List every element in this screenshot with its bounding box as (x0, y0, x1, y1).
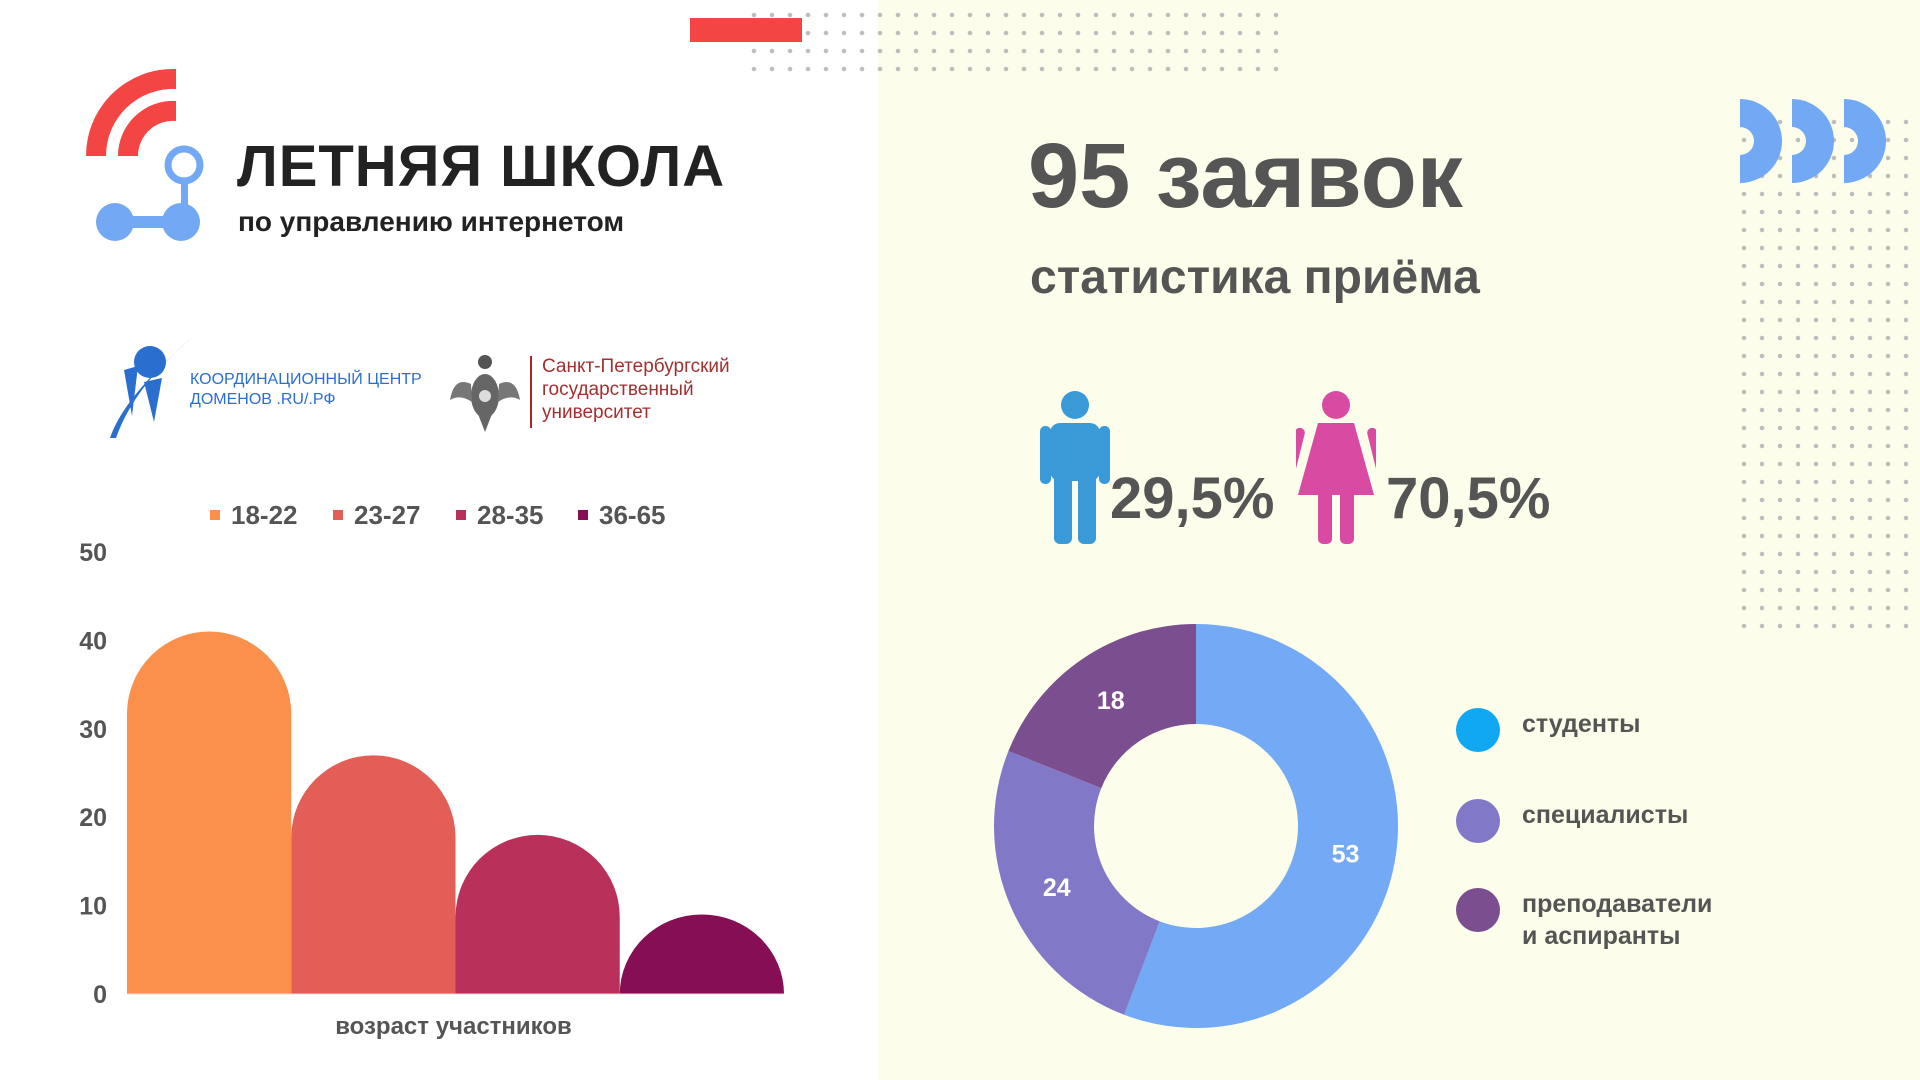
male-person-icon (1040, 391, 1110, 544)
legend-dot-teachers (1456, 888, 1500, 932)
female-person-icon (1296, 391, 1376, 544)
donut-slice-1 (993, 751, 1160, 1015)
donut-slice-2 (1008, 624, 1196, 789)
admission-stats-subtitle: статистика приёма (1030, 251, 1480, 304)
bar-28-35 (455, 834, 620, 994)
y-tick-label: 30 (79, 716, 107, 744)
legend-swatch-36-65 (578, 510, 588, 520)
x-axis-label: возраст участников (335, 1013, 572, 1040)
y-tick-label: 40 (79, 627, 107, 655)
legend-item-specialists: специалисты (1456, 799, 1762, 843)
female-percentage: 70,5% (1386, 466, 1551, 531)
cc-domain-line-2: ДОМЕНОВ .RU/.РФ (190, 391, 336, 408)
spbu-line-1: Санкт-Петербургский (542, 356, 730, 377)
cc-domain-logo-icon (110, 336, 194, 438)
red-bar-decoration (690, 18, 802, 42)
age-bar-chart: 0 10 20 30 40 50 возраст участников 18-22 23-27 2… (79, 500, 784, 1040)
legend-dot-specialists (1456, 799, 1500, 843)
bar-36-65 (619, 914, 784, 994)
legend-label-specialists: специалисты (1522, 801, 1689, 829)
legend-swatch-18-22 (210, 510, 220, 520)
spbu-divider (530, 356, 532, 428)
dot-grid-decoration (1735, 113, 1920, 638)
donut-value-label: 18 (1097, 687, 1125, 715)
bar-18-22 (127, 631, 292, 994)
male-percentage: 29,5% (1110, 466, 1275, 531)
cc-domain-line-1: КООРДИНАЦИОННЫЙ ЦЕНТР (190, 371, 422, 388)
wifi-signal-icon (85, 68, 204, 241)
legend-label-students: студенты (1522, 710, 1641, 738)
spbu-eagle-emblem-icon (450, 355, 520, 432)
school-subtitle: по управлению интернетом (238, 206, 625, 237)
legend-item-students: студенты (1456, 708, 1762, 752)
dot-grid-decoration (745, 6, 1280, 82)
occupation-donut-chart: 53 24 18 (993, 624, 1398, 1028)
spbu-line-3: университет (542, 402, 651, 423)
spbu-line-2: государственный (542, 379, 694, 400)
donut-value-label: 24 (1043, 874, 1071, 902)
y-tick-label: 50 (79, 539, 107, 567)
legend-label-teachers: преподаватели и аспиранты (1522, 890, 1713, 950)
spbu-logo-text: Санкт-Петербургский государственный унив… (542, 355, 802, 424)
donut-slice-0 (1124, 624, 1398, 1028)
y-tick-label: 10 (79, 893, 107, 921)
arcs-decoration (1740, 99, 1886, 183)
cc-domain-logo-text: КООРДИНАЦИОННЫЙ ЦЕНТР ДОМЕНОВ .RU/.РФ (190, 370, 430, 410)
applications-title: 95 заявок (1028, 125, 1463, 227)
legend-label-36-65: 36-65 (599, 500, 666, 530)
bar-23-27 (291, 755, 456, 994)
legend-label-28-35: 28-35 (477, 500, 544, 530)
donut-value-label: 53 (1332, 840, 1360, 868)
legend-swatch-28-35 (456, 510, 466, 520)
legend-label-18-22: 18-22 (231, 500, 298, 530)
y-tick-label: 20 (79, 804, 107, 832)
legend-label-23-27: 23-27 (354, 500, 421, 530)
legend-dot-students (1456, 708, 1500, 752)
legend-item-teachers: преподаватели и аспиранты (1456, 888, 1762, 952)
legend-swatch-23-27 (333, 510, 343, 520)
y-tick-label: 0 (93, 981, 107, 1009)
school-title: ЛЕТНЯЯ ШКОЛА (237, 134, 726, 199)
